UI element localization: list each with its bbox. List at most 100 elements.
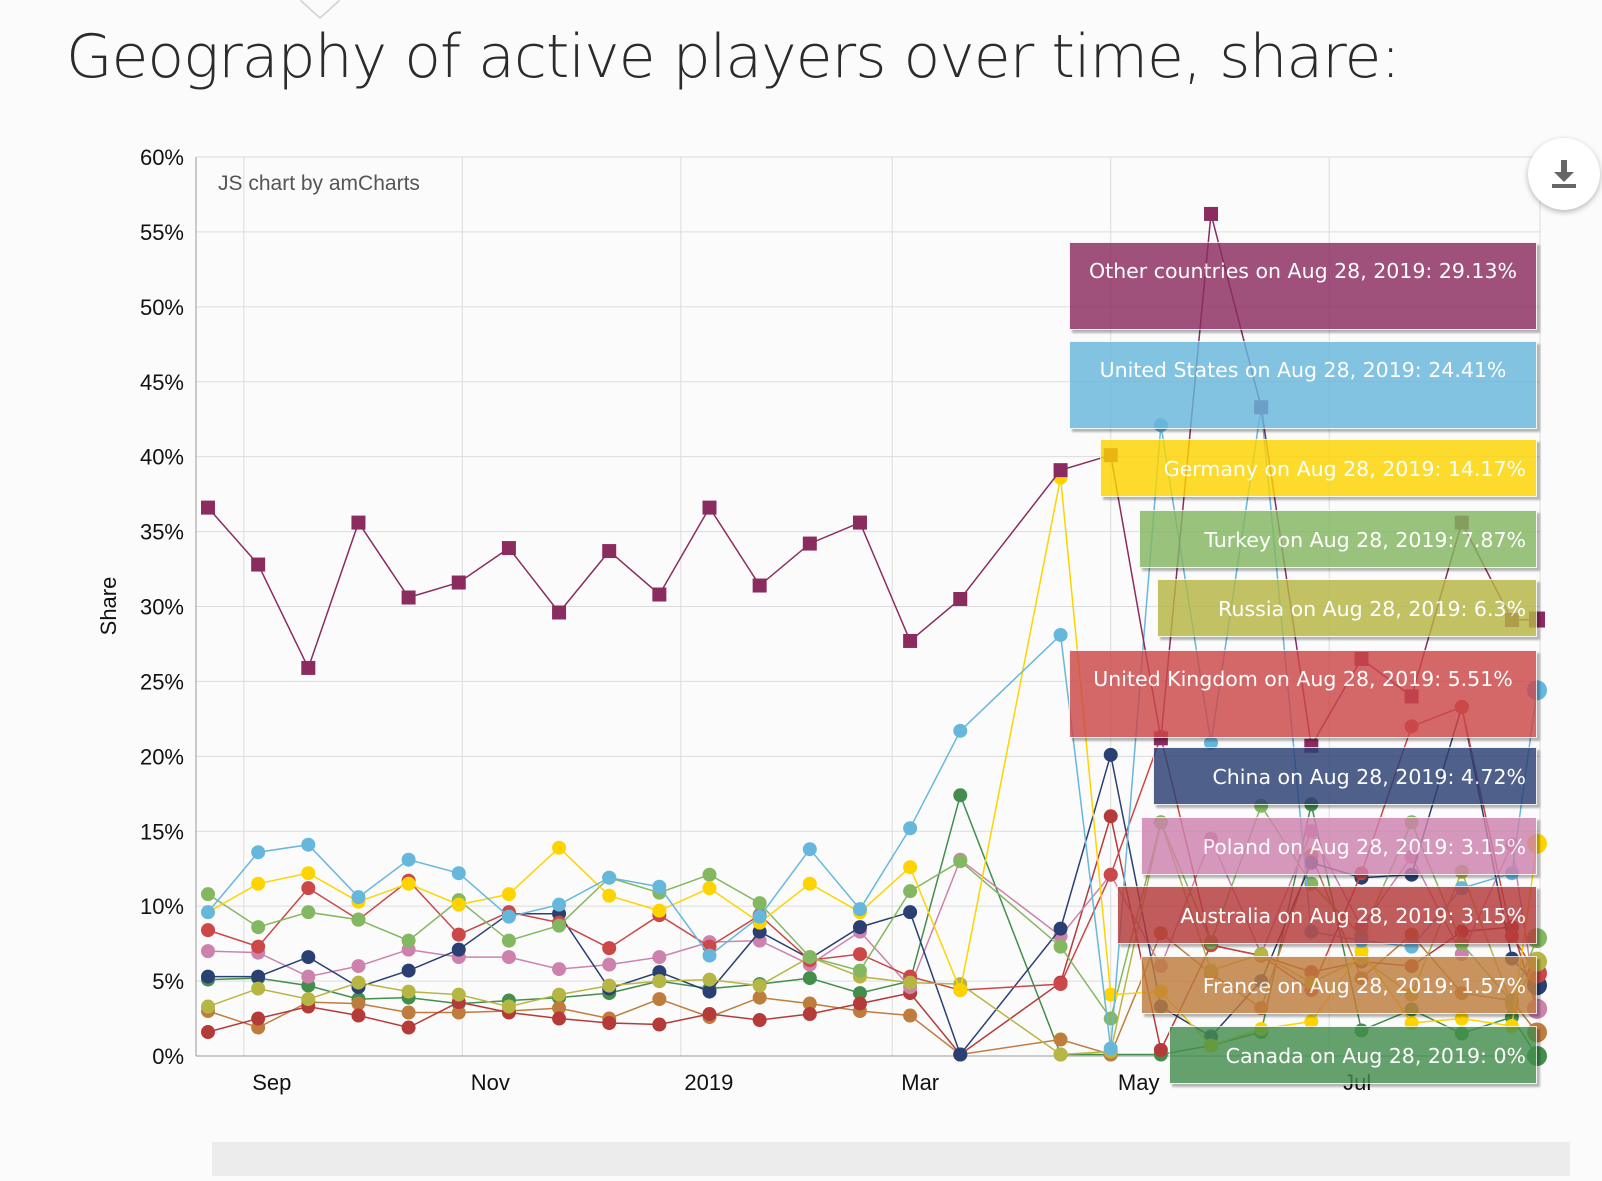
- data-point[interactable]: [652, 879, 667, 894]
- data-point[interactable]: [702, 867, 717, 882]
- data-point[interactable]: [351, 912, 366, 927]
- data-point[interactable]: [752, 1013, 767, 1028]
- data-point[interactable]: [251, 876, 266, 891]
- data-point[interactable]: [301, 866, 316, 881]
- data-point[interactable]: [351, 890, 366, 905]
- data-point[interactable]: [301, 881, 316, 896]
- data-point[interactable]: [852, 902, 867, 917]
- data-point[interactable]: [401, 852, 416, 867]
- data-point[interactable]: [351, 975, 366, 990]
- data-point[interactable]: [1103, 1041, 1118, 1056]
- data-point[interactable]: [451, 942, 466, 957]
- data-point[interactable]: [201, 905, 215, 920]
- data-point[interactable]: [301, 660, 316, 675]
- data-point[interactable]: [401, 590, 416, 605]
- data-point[interactable]: [702, 881, 717, 896]
- data-point[interactable]: [1103, 747, 1118, 762]
- data-point[interactable]: [552, 962, 567, 977]
- data-point[interactable]: [852, 986, 867, 1001]
- data-point[interactable]: [752, 978, 767, 993]
- data-point[interactable]: [301, 905, 316, 920]
- data-point[interactable]: [1053, 1032, 1068, 1047]
- data-point[interactable]: [802, 1007, 817, 1022]
- data-point[interactable]: [351, 515, 366, 530]
- data-point[interactable]: [1053, 1047, 1068, 1062]
- data-point[interactable]: [451, 575, 466, 590]
- data-point[interactable]: [401, 984, 416, 999]
- data-point[interactable]: [702, 984, 717, 999]
- data-point[interactable]: [251, 557, 266, 572]
- data-point[interactable]: [401, 1020, 416, 1035]
- data-point[interactable]: [1304, 1014, 1319, 1029]
- data-point[interactable]: [652, 974, 667, 989]
- data-point[interactable]: [351, 996, 366, 1011]
- data-point[interactable]: [602, 544, 617, 559]
- data-point[interactable]: [552, 918, 567, 933]
- data-point[interactable]: [301, 950, 316, 965]
- data-point[interactable]: [852, 920, 867, 935]
- data-point[interactable]: [501, 887, 516, 902]
- data-point[interactable]: [1204, 206, 1219, 221]
- data-point[interactable]: [903, 975, 918, 990]
- data-point[interactable]: [852, 996, 867, 1011]
- data-point[interactable]: [1103, 809, 1118, 824]
- data-point[interactable]: [552, 1011, 567, 1026]
- data-point[interactable]: [903, 884, 918, 899]
- data-point[interactable]: [602, 1016, 617, 1031]
- data-point[interactable]: [501, 950, 516, 965]
- data-point[interactable]: [251, 1011, 266, 1026]
- data-point[interactable]: [802, 971, 817, 986]
- data-point[interactable]: [1053, 627, 1068, 642]
- data-point[interactable]: [552, 840, 567, 855]
- data-point[interactable]: [1053, 463, 1068, 478]
- data-point[interactable]: [802, 842, 817, 857]
- data-point[interactable]: [702, 500, 717, 515]
- data-point[interactable]: [652, 950, 667, 965]
- data-point[interactable]: [903, 821, 918, 836]
- data-point[interactable]: [301, 837, 316, 852]
- data-point[interactable]: [351, 959, 366, 974]
- data-point[interactable]: [852, 947, 867, 962]
- data-point[interactable]: [1053, 921, 1068, 936]
- data-point[interactable]: [852, 515, 867, 530]
- data-point[interactable]: [903, 860, 918, 875]
- data-point[interactable]: [501, 909, 516, 924]
- data-point[interactable]: [852, 963, 867, 978]
- data-point[interactable]: [752, 990, 767, 1005]
- data-point[interactable]: [251, 981, 266, 996]
- data-point[interactable]: [903, 1008, 918, 1023]
- data-point[interactable]: [552, 897, 567, 912]
- data-point[interactable]: [602, 870, 617, 885]
- data-point[interactable]: [903, 633, 918, 648]
- data-point[interactable]: [501, 541, 516, 556]
- data-point[interactable]: [501, 999, 516, 1014]
- data-point[interactable]: [1354, 944, 1369, 959]
- data-point[interactable]: [201, 969, 215, 984]
- data-point[interactable]: [1103, 867, 1118, 882]
- data-point[interactable]: [602, 941, 617, 956]
- data-point[interactable]: [652, 903, 667, 918]
- data-point[interactable]: [251, 920, 266, 935]
- data-point[interactable]: [602, 888, 617, 903]
- data-point[interactable]: [251, 969, 266, 984]
- data-point[interactable]: [401, 963, 416, 978]
- data-point[interactable]: [451, 866, 466, 881]
- data-point[interactable]: [201, 887, 215, 902]
- data-point[interactable]: [802, 876, 817, 891]
- data-point[interactable]: [652, 587, 667, 602]
- data-point[interactable]: [451, 1005, 466, 1020]
- data-point[interactable]: [1454, 1011, 1469, 1026]
- data-point[interactable]: [351, 1008, 366, 1023]
- data-point[interactable]: [953, 1047, 968, 1062]
- data-point[interactable]: [451, 987, 466, 1002]
- data-point[interactable]: [1204, 735, 1219, 750]
- data-point[interactable]: [451, 927, 466, 942]
- data-point[interactable]: [802, 996, 817, 1011]
- data-point[interactable]: [702, 972, 717, 987]
- data-point[interactable]: [552, 605, 567, 620]
- data-point[interactable]: [953, 854, 968, 869]
- data-point[interactable]: [201, 999, 215, 1014]
- data-point[interactable]: [401, 1005, 416, 1020]
- data-point[interactable]: [1053, 939, 1068, 954]
- data-point[interactable]: [953, 592, 968, 607]
